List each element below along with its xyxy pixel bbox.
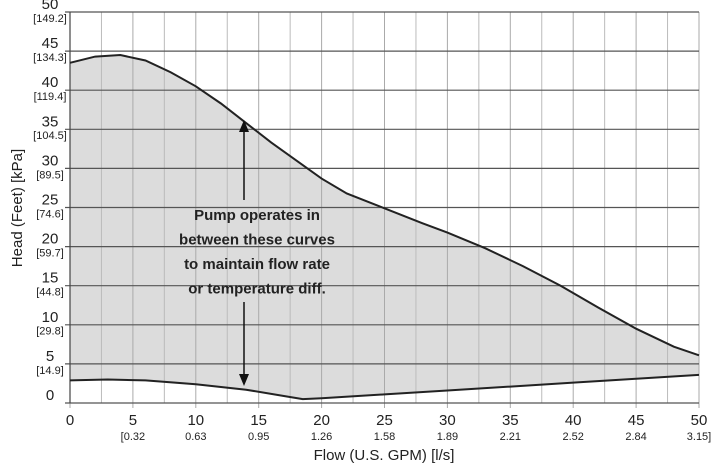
x-secondary-label: 0.63 <box>185 431 206 443</box>
x-secondary-label: 1.26 <box>311 431 332 443</box>
y-secondary-label: [104.5] <box>33 130 67 142</box>
annotation: to maintain flow rate <box>184 256 330 273</box>
y-axis-label: Head (Feet) [kPa] <box>9 149 26 267</box>
y-tick-label: 5 <box>46 348 54 365</box>
y-secondary-label: [134.3] <box>33 52 67 64</box>
x-secondary-label: 1.89 <box>437 431 458 443</box>
x-tick-label: 20 <box>313 412 330 429</box>
y-secondary-label: [89.5] <box>36 169 64 181</box>
y-secondary-label: [59.7] <box>36 248 64 260</box>
x-tick-label: 35 <box>502 412 519 429</box>
y-tick-label: 40 <box>42 74 59 91</box>
x-axis-label: Flow (U.S. GPM) [l/s] <box>314 447 455 464</box>
y-tick-label: 20 <box>42 231 59 248</box>
annotation: between these curves <box>179 231 335 248</box>
x-secondary-label: 0.95 <box>248 431 269 443</box>
arrow-head <box>239 120 249 132</box>
y-tick-label: 15 <box>42 270 59 287</box>
curve <box>69 54 700 357</box>
x-tick-label: 25 <box>376 412 393 429</box>
arrow-head <box>239 374 249 386</box>
y-secondary-label: [149.2] <box>33 13 67 25</box>
x-tick-label: 0 <box>66 412 74 429</box>
y-secondary-label: [119.4] <box>34 91 67 103</box>
y-secondary-label: [44.8] <box>36 287 64 299</box>
y-tick-label: 45 <box>42 35 59 52</box>
x-tick-label: 10 <box>187 412 204 429</box>
x-tick-label: 5 <box>129 412 137 429</box>
y-secondary-label: [14.9] <box>36 365 64 377</box>
x-tick-label: 40 <box>565 412 582 429</box>
x-tick-label: 30 <box>439 412 456 429</box>
curve <box>69 373 700 401</box>
y-secondary-label: [74.6] <box>36 208 64 220</box>
y-tick-label: 10 <box>42 309 59 326</box>
x-secondary-label: [0.32 <box>121 431 145 443</box>
x-secondary-label: 2.52 <box>562 431 583 443</box>
x-secondary-label: 2.21 <box>500 431 521 443</box>
x-secondary-label: 2.84 <box>625 431 646 443</box>
x-tick-label: 50 <box>691 412 708 429</box>
y-tick-label: 50 <box>42 0 59 13</box>
annotation: or temperature diff. <box>188 280 326 297</box>
x-tick-label: 15 <box>250 412 267 429</box>
y-tick-label: 30 <box>42 152 59 169</box>
annotation: Pump operates in <box>194 207 320 224</box>
y-tick-label: 25 <box>42 191 59 208</box>
y-secondary-label: [29.8] <box>36 326 64 338</box>
y-tick-label: 0 <box>46 387 54 404</box>
x-secondary-label: 3.15] <box>687 431 711 443</box>
x-secondary-label: 1.58 <box>374 431 395 443</box>
x-tick-label: 45 <box>628 412 645 429</box>
y-tick-label: 35 <box>42 113 59 130</box>
